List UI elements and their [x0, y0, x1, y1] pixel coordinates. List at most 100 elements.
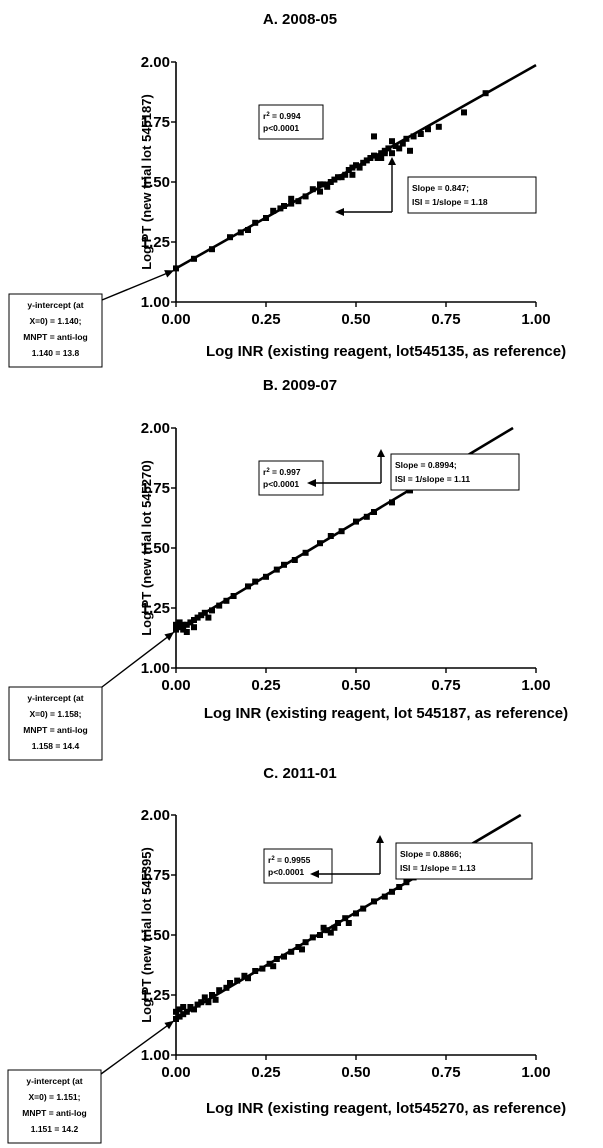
x-tick-label: 0.75	[431, 311, 460, 328]
data-point	[209, 992, 215, 998]
data-point	[191, 1006, 197, 1013]
y-tick-label: 1.50	[141, 174, 170, 191]
arrowhead-left	[307, 479, 316, 487]
chart-title: B. 2009-07	[263, 377, 337, 394]
intercept-leader-line	[100, 1020, 175, 1075]
data-point	[270, 207, 277, 214]
isi-text: ISI = 1/slope = 1.13	[400, 863, 476, 873]
data-point	[281, 203, 287, 209]
y-tick-label: 1.75	[141, 480, 170, 497]
x-tick-label: 0.75	[431, 677, 460, 694]
data-point	[180, 621, 187, 628]
intercept-box	[8, 293, 103, 368]
data-point	[223, 984, 230, 991]
p-value-text: p<0.0001	[268, 867, 304, 877]
x-tick-label: 1.00	[521, 311, 550, 328]
y-axis-label: Log PT (new trial lot 545395)	[139, 847, 154, 1023]
p-value-text: p<0.0001	[263, 479, 299, 489]
data-point	[234, 977, 241, 984]
isi-text: ISI = 1/slope = 1.18	[412, 197, 488, 207]
data-point	[191, 255, 197, 262]
data-point	[273, 956, 280, 962]
data-point	[263, 573, 269, 580]
data-point	[259, 965, 266, 972]
intercept-text-line: X=0) = 1.151;	[29, 1092, 81, 1102]
intercept-text-line: y-intercept (at	[27, 693, 83, 703]
data-point	[461, 109, 467, 116]
data-point	[317, 932, 323, 938]
arrowhead-up	[376, 835, 384, 843]
data-point	[194, 614, 201, 621]
data-point	[230, 593, 237, 599]
data-point	[245, 975, 251, 982]
data-point	[288, 195, 295, 202]
x-tick-label: 0.25	[251, 1064, 280, 1081]
data-point	[360, 159, 367, 166]
data-point	[327, 179, 334, 185]
y-tick-label: 2.00	[141, 54, 170, 71]
intercept-text-line: MNPT = anti-log	[23, 332, 87, 342]
data-point	[331, 924, 338, 931]
intercept-text-line: 1.158 = 14.4	[32, 741, 80, 751]
data-point	[389, 138, 395, 145]
x-axis-label: Log INR (existing reagent, lot 545187, a…	[204, 705, 568, 722]
y-tick-label: 1.75	[141, 867, 170, 884]
intercept-leader-line	[101, 269, 175, 301]
data-point	[209, 607, 215, 614]
data-point	[353, 518, 359, 525]
slope-box	[407, 176, 537, 214]
data-point	[327, 533, 334, 539]
data-point	[191, 624, 197, 631]
data-point	[198, 612, 205, 619]
data-point	[371, 509, 377, 515]
data-point	[212, 996, 219, 1003]
data-point	[302, 193, 309, 200]
data-point	[335, 920, 341, 926]
data-point	[381, 893, 388, 900]
data-point	[252, 968, 259, 974]
data-point	[331, 176, 338, 183]
data-point	[245, 227, 251, 233]
data-point	[180, 1004, 187, 1010]
x-tick-label: 0.75	[431, 1064, 460, 1081]
r-squared-text: r2 = 0.9955	[268, 855, 311, 865]
x-tick-label: 0.00	[161, 1064, 190, 1081]
data-point	[396, 145, 403, 152]
data-point	[396, 884, 403, 890]
data-point	[198, 999, 205, 1006]
intercept-text-line: MNPT = anti-log	[23, 725, 87, 735]
data-point	[353, 910, 359, 917]
data-point	[349, 164, 356, 171]
data-point	[309, 186, 316, 193]
data-point	[435, 123, 442, 130]
data-point	[194, 1001, 201, 1008]
data-point	[288, 200, 295, 207]
data-point	[288, 948, 295, 955]
y-tick-label: 2.00	[141, 807, 170, 824]
data-point	[252, 578, 259, 585]
data-point	[389, 888, 395, 895]
data-point	[216, 987, 223, 994]
data-point	[252, 219, 259, 226]
data-point	[277, 205, 284, 212]
data-point	[241, 972, 248, 979]
data-point	[173, 621, 179, 628]
data-point	[342, 915, 349, 922]
data-point	[371, 152, 377, 159]
arrowhead-left	[310, 870, 319, 878]
data-point	[353, 162, 359, 169]
intercept-arrowhead	[164, 632, 174, 641]
data-point	[291, 557, 298, 563]
data-point	[295, 944, 302, 950]
data-point	[223, 597, 230, 604]
data-point	[309, 934, 316, 941]
data-point	[367, 155, 374, 161]
data-point	[482, 90, 489, 97]
data-point	[317, 181, 323, 188]
data-point	[201, 994, 208, 1001]
arrowhead-up	[388, 157, 396, 165]
data-point	[363, 157, 370, 164]
y-axis-label: Log PT (new trial lot 545187)	[139, 94, 154, 270]
x-tick-label: 0.50	[341, 1064, 370, 1081]
